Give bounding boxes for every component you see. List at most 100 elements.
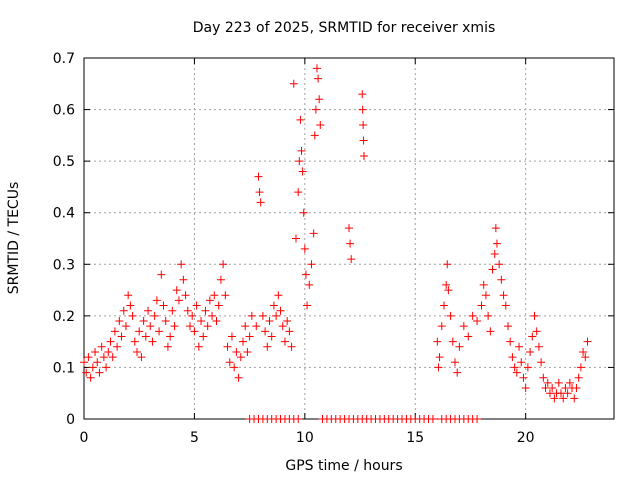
data-point (241, 322, 250, 331)
data-point (486, 327, 495, 336)
data-point (543, 378, 552, 387)
data-point (157, 270, 166, 279)
y-tick-label: 0.4 (53, 206, 75, 222)
x-tick-label: 0 (80, 430, 89, 446)
data-point (150, 311, 159, 320)
data-point (490, 249, 499, 258)
data-point (532, 327, 541, 336)
data-point (255, 188, 264, 197)
data-point (186, 322, 194, 331)
x-tick-label: 20 (517, 430, 535, 446)
data-point (199, 332, 208, 341)
data-point (161, 317, 170, 326)
data-point (280, 337, 289, 346)
data-point (166, 332, 175, 341)
data-point (181, 291, 190, 300)
data-point (506, 337, 515, 346)
data-point (491, 224, 500, 233)
data-point (301, 270, 310, 279)
data-point (170, 322, 179, 331)
data-point (508, 353, 517, 362)
data-point (91, 347, 100, 356)
data-point (537, 358, 546, 367)
data-point (501, 301, 510, 310)
data-point (80, 358, 88, 367)
data-point (93, 358, 102, 367)
y-axis-label: SRMTID / TECUs (6, 182, 22, 295)
data-point (512, 368, 521, 377)
data-point (499, 291, 508, 300)
data-point (437, 322, 446, 331)
tick-labels: 0 0.1 0.2 0.3 0.4 0.5 0.6 0.7 0 5 10 15 20 (53, 51, 535, 446)
data-point (528, 332, 537, 341)
data-point (230, 363, 239, 372)
data-point (177, 260, 186, 269)
data-point (102, 363, 111, 372)
data-point (448, 337, 457, 346)
data-point (113, 342, 122, 351)
data-point (294, 188, 303, 197)
data-point (481, 291, 490, 300)
data-point (115, 317, 124, 326)
data-point (300, 244, 309, 253)
data-point (294, 415, 303, 423)
data-point (530, 311, 539, 320)
data-point (88, 363, 97, 372)
data-point (82, 368, 91, 377)
data-point (316, 121, 325, 130)
x-tick-label: 10 (296, 430, 314, 446)
data-point (128, 311, 137, 320)
data-point (108, 353, 117, 362)
data-point (488, 265, 497, 274)
data-point (265, 317, 274, 326)
data-point (572, 384, 581, 393)
data-point (212, 317, 221, 326)
data-point (267, 332, 276, 341)
data-point (473, 317, 482, 326)
data-point (358, 90, 367, 99)
data-point (117, 332, 126, 341)
data-point (221, 291, 230, 300)
data-point (310, 131, 319, 140)
data-point (192, 301, 201, 310)
data-point (346, 239, 355, 248)
data-point (523, 363, 532, 372)
data-point (574, 373, 583, 382)
data-point (550, 394, 559, 403)
data-point (104, 347, 113, 356)
data-point (495, 260, 504, 269)
data-point (468, 311, 477, 320)
x-tick-label: 15 (406, 430, 424, 446)
x-tick-label: 5 (190, 430, 199, 446)
data-point (254, 172, 263, 181)
data-point (256, 198, 265, 207)
data-point (141, 332, 150, 341)
data-point (347, 255, 356, 264)
data-point (219, 260, 228, 269)
data-point (477, 301, 486, 310)
y-tick-label: 0.2 (53, 309, 75, 325)
y-tick-label: 0 (66, 412, 75, 428)
data-point (194, 342, 203, 351)
data-point (119, 306, 128, 315)
data-point (563, 389, 572, 398)
y-tick-label: 0.1 (53, 360, 75, 376)
data-point (285, 327, 294, 336)
ticks (83, 57, 614, 420)
data-point (554, 378, 563, 387)
data-point (451, 358, 459, 367)
chart-title: Day 223 of 2025, SRMTID for receiver xmi… (193, 20, 496, 36)
data-point (144, 306, 153, 315)
data-point (216, 275, 225, 284)
data-point (559, 394, 568, 403)
data-point (146, 322, 155, 331)
data-point (565, 378, 574, 387)
data-point (243, 347, 252, 356)
data-point (252, 322, 261, 331)
data-point (126, 301, 135, 310)
data-point (247, 311, 256, 320)
grid (84, 58, 614, 419)
data-point (205, 296, 214, 305)
data-point (223, 342, 232, 351)
